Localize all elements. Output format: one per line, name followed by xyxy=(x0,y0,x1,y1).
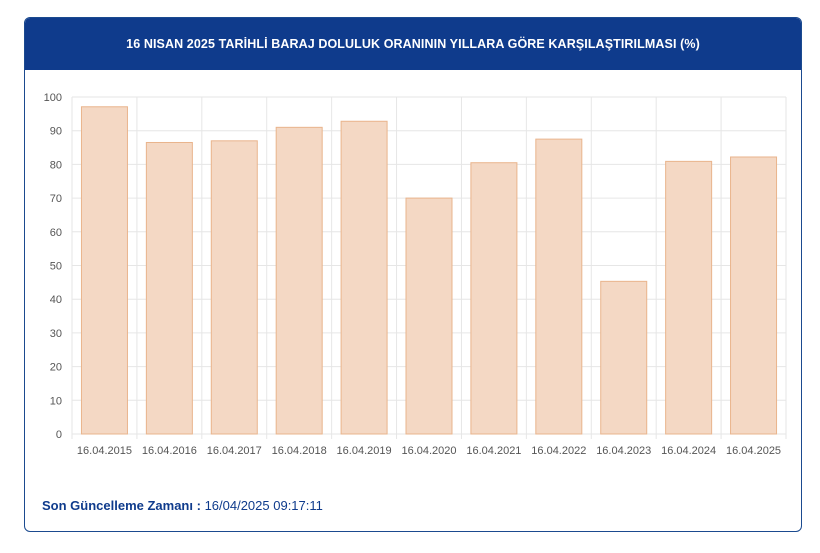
x-tick-label: 16.04.2023 xyxy=(596,445,651,457)
bar xyxy=(145,141,193,435)
bar xyxy=(340,120,388,435)
chart-card: 16 NISAN 2025 TARİHLİ BARAJ DOLULUK ORAN… xyxy=(24,17,802,532)
y-tick-label: 70 xyxy=(50,193,62,205)
last-update: Son Güncelleme Zamanı : 16/04/2025 09:17… xyxy=(42,498,323,513)
bars xyxy=(80,106,778,435)
bar xyxy=(535,138,583,435)
card-header: 16 NISAN 2025 TARİHLİ BARAJ DOLULUK ORAN… xyxy=(25,18,801,70)
bar xyxy=(275,126,323,435)
y-tick-label: 0 xyxy=(56,429,62,441)
last-update-label: Son Güncelleme Zamanı : xyxy=(42,498,201,513)
y-tick-label: 30 xyxy=(50,328,62,340)
x-tick-label: 16.04.2019 xyxy=(337,445,392,457)
y-tick-label: 60 xyxy=(50,227,62,239)
bar xyxy=(210,140,258,435)
y-tick-label: 10 xyxy=(50,395,62,407)
bar xyxy=(470,162,518,435)
chart-title: 16 NISAN 2025 TARİHLİ BARAJ DOLULUK ORAN… xyxy=(126,37,700,51)
y-axis-ticks: 0 10 20 30 40 50 60 70 80 90 100 xyxy=(44,92,62,441)
bar xyxy=(405,197,453,435)
x-tick-label: 16.04.2020 xyxy=(401,445,456,457)
y-tick-label: 40 xyxy=(50,294,62,306)
bar xyxy=(665,160,713,435)
y-tick-label: 90 xyxy=(50,126,62,138)
bar xyxy=(600,280,648,435)
x-tick-label: 16.04.2022 xyxy=(531,445,586,457)
x-tick-label: 16.04.2021 xyxy=(466,445,521,457)
x-tick-label: 16.04.2017 xyxy=(207,445,262,457)
bar xyxy=(80,106,128,435)
x-tick-label: 16.04.2018 xyxy=(272,445,327,457)
y-tick-label: 80 xyxy=(50,159,62,171)
y-tick-label: 20 xyxy=(50,362,62,374)
y-tick-label: 50 xyxy=(50,261,62,273)
bar xyxy=(730,156,778,435)
x-tick-label: 16.04.2025 xyxy=(726,445,781,457)
x-tick-label: 16.04.2024 xyxy=(661,445,716,457)
x-tick-label: 16.04.2015 xyxy=(77,445,132,457)
x-axis-ticks: 16.04.2015 16.04.2016 16.04.2017 16.04.2018… xyxy=(77,445,781,457)
y-tick-label: 100 xyxy=(44,92,62,104)
last-update-value: 16/04/2025 09:17:11 xyxy=(204,498,323,513)
x-tick-label: 16.04.2016 xyxy=(142,445,197,457)
